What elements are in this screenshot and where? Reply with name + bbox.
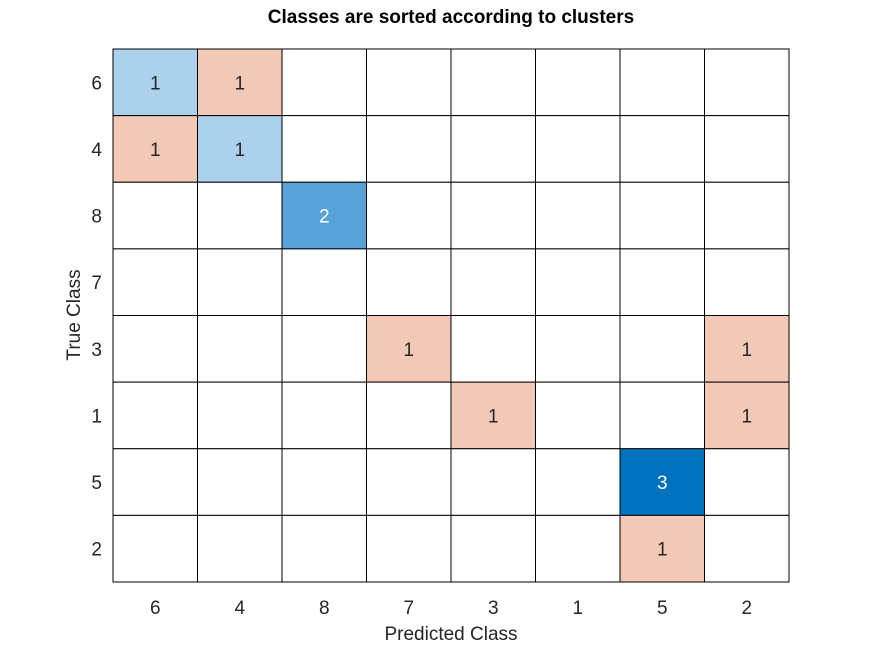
heatmap-cell (535, 514, 621, 583)
cell-value-label: 1 (234, 73, 245, 94)
heatmap-cell (619, 115, 705, 183)
heatmap-cell (450, 115, 536, 183)
heatmap-cell (535, 181, 621, 250)
heatmap-cell (366, 48, 452, 117)
heatmap-cell (535, 248, 621, 316)
heatmap-cell (281, 514, 367, 583)
heatmap-cell (112, 315, 198, 383)
cell-value-label: 1 (150, 73, 161, 94)
heatmap-cell (281, 381, 367, 450)
heatmap-cell (535, 115, 621, 183)
x-tick-label: 3 (488, 598, 499, 619)
heatmap-cell (112, 381, 198, 450)
x-tick-label: 1 (572, 598, 583, 619)
heatmap-cell (619, 448, 705, 516)
heatmap-cell (366, 381, 452, 450)
heatmap-cell (450, 315, 536, 383)
y-tick-label: 3 (91, 340, 102, 361)
heatmap-cell (704, 514, 790, 583)
heatmap-cell (112, 248, 198, 316)
y-tick-label: 4 (91, 140, 102, 161)
heatmap-cell (535, 381, 621, 450)
chart-title: Classes are sorted according to clusters (268, 7, 634, 28)
cell-value-label: 3 (657, 473, 668, 494)
heatmap-cell (619, 315, 705, 383)
x-axis-label: Predicted Class (384, 624, 517, 645)
x-tick-label: 4 (234, 598, 245, 619)
cell-value-label: 1 (403, 340, 414, 361)
y-tick-labels: 6 4 8 7 3 1 5 2 (91, 73, 102, 560)
heatmap-cell (281, 448, 367, 516)
heatmap-cell (366, 514, 452, 583)
heatmap-cell (366, 181, 452, 250)
heatmap-cell (281, 181, 367, 250)
cell-value-label: 1 (657, 540, 668, 561)
cell-value-label: 1 (488, 406, 499, 427)
heatmap-cell (366, 448, 452, 516)
heatmap-cell (197, 181, 283, 250)
heatmap-cell (197, 448, 283, 516)
x-tick-label: 8 (319, 598, 330, 619)
heatmap-cell (619, 48, 705, 117)
heatmap-cell (366, 115, 452, 183)
heatmap-cell (197, 381, 283, 450)
heatmap-cell (450, 448, 536, 516)
heatmap-cell (112, 514, 198, 583)
x-tick-label: 6 (150, 598, 161, 619)
x-tick-labels: 6 4 8 7 3 1 5 2 (150, 598, 752, 619)
heatmap-cell (704, 248, 790, 316)
y-tick-label: 5 (91, 473, 102, 494)
heatmap-cell (366, 315, 452, 383)
heatmap-cell (450, 48, 536, 117)
heatmap-cell (619, 381, 705, 450)
heatmap-cell (704, 115, 790, 183)
heatmap-cell (450, 514, 536, 583)
heatmap-cell (281, 115, 367, 183)
heatmap-cell (197, 248, 283, 316)
heatmap-cell (281, 315, 367, 383)
x-tick-label: 2 (741, 598, 752, 619)
heatmap-cell (112, 448, 198, 516)
y-axis-label: True Class (64, 269, 85, 360)
heatmap-cell (112, 115, 198, 183)
heatmap-cell (535, 448, 621, 516)
y-tick-label: 2 (91, 540, 102, 561)
heatmap-cell (535, 48, 621, 117)
x-tick-label: 5 (657, 598, 668, 619)
y-tick-label: 7 (91, 273, 102, 294)
heatmap-cell (197, 315, 283, 383)
heatmap-cell (112, 181, 198, 250)
cell-value-label: 1 (234, 140, 245, 161)
cell-value-label: 1 (741, 340, 752, 361)
cell-value-label: 1 (741, 406, 752, 427)
heatmap-cell (281, 248, 367, 316)
heatmap-cell (619, 181, 705, 250)
heatmap-cell (450, 181, 536, 250)
heatmap-cell (619, 248, 705, 316)
heatmap-cell (366, 248, 452, 316)
heatmap-cell (704, 48, 790, 117)
heatmap-cell (112, 48, 198, 117)
y-tick-label: 8 (91, 207, 102, 228)
heatmap-cell (704, 181, 790, 250)
x-tick-label: 7 (403, 598, 414, 619)
heatmap-cell (197, 48, 283, 117)
heatmap-cell (197, 514, 283, 583)
cells-layer: 1 1 1 1 2 1 1 1 1 3 1 (112, 48, 790, 583)
y-tick-label: 6 (91, 73, 102, 94)
heatmap-cell (450, 381, 536, 450)
y-tick-label: 1 (91, 406, 102, 427)
heatmap-cell (450, 248, 536, 316)
cell-value-label: 1 (150, 140, 161, 161)
heatmap-cell (281, 48, 367, 117)
cell-value-label: 2 (319, 207, 330, 228)
heatmap-cell (704, 448, 790, 516)
heatmap-cell (535, 315, 621, 383)
heatmap-cell (197, 115, 283, 183)
